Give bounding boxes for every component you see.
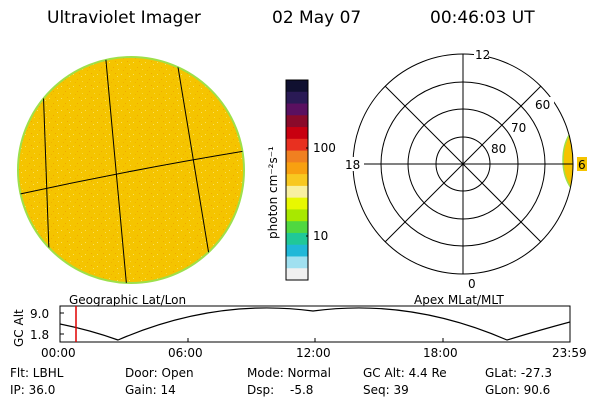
gc-alt-curve xyxy=(60,307,570,341)
time-label: 00:46:03 UT xyxy=(430,8,535,28)
glat-field: GLat: -27.3 xyxy=(485,366,552,380)
colorbar-frame xyxy=(285,79,309,281)
gain-field: Gain: 14 xyxy=(125,383,176,397)
polar-aurora xyxy=(562,123,573,197)
gc-alt-xtick-label-1200: 12:00 xyxy=(296,346,331,360)
colorbar-tick-label-10: 10 xyxy=(313,229,328,243)
colorbar-band xyxy=(286,256,308,269)
colorbar-band xyxy=(286,232,308,246)
colorbar-band xyxy=(286,127,308,140)
gc-alt-ytick-label-9: 9.0 xyxy=(30,307,49,321)
colorbar-band xyxy=(286,244,308,258)
geo-image xyxy=(17,56,245,284)
door-field: Door: Open xyxy=(125,366,194,380)
gc-alt-ylabel: GC Alt xyxy=(12,309,26,347)
colorbar-band xyxy=(286,80,308,93)
mlt-label-18: 18 xyxy=(345,158,360,172)
mlt-label-6: 6 xyxy=(578,158,586,172)
polar-axis-diag-2 xyxy=(384,85,542,243)
ip-field: IP: 36.0 xyxy=(10,383,56,397)
colorbar-band xyxy=(286,91,308,105)
colorbar-band xyxy=(286,209,308,222)
seq-field: Seq: 39 xyxy=(363,383,409,397)
colorbar-band xyxy=(286,221,308,234)
dsp-value: -5.8 xyxy=(290,383,314,397)
geo-meridian-2 xyxy=(104,57,128,283)
mode-field: Mode: Normal xyxy=(247,366,331,380)
colorbar-band xyxy=(286,268,308,281)
dsp-label: Dsp: xyxy=(247,383,275,397)
colorbar-band xyxy=(286,115,308,128)
instrument-title: Ultraviolet Imager xyxy=(47,8,201,28)
colorbar-band xyxy=(286,103,308,116)
gc-alt-xtick-label-1800: 18:00 xyxy=(423,346,458,360)
glon-field: GLon: 90.6 xyxy=(485,383,551,397)
gc-alt-ytick-label-1.8: 1.8 xyxy=(30,328,49,342)
geo-panel-label: Geographic Lat/Lon xyxy=(69,293,186,307)
colorbar-band xyxy=(286,162,308,175)
colorbar-band xyxy=(286,185,308,199)
colorbar-tick-label-100: 100 xyxy=(313,141,336,155)
filter-field: Flt: LBHL xyxy=(10,366,64,380)
geo-disk xyxy=(17,56,245,284)
mlt-label-12: 12 xyxy=(475,48,490,62)
colorbar-band xyxy=(286,174,308,187)
gc-alt-xtick-label-2359: 23:59 xyxy=(552,346,587,360)
colorbar-band xyxy=(286,150,308,163)
mlt-label-0: 0 xyxy=(468,277,476,291)
geo-parallel xyxy=(19,150,244,195)
colorbar-band xyxy=(286,197,308,211)
mlat-label-70: 70 xyxy=(511,121,526,135)
geo-meridian-3 xyxy=(175,57,215,283)
colorbar xyxy=(286,80,308,281)
mlat-label-60: 60 xyxy=(535,98,550,112)
colorbar-unit-label: photon cm⁻²s⁻¹ xyxy=(266,146,280,239)
gc-alt-xtick-label-0600: 06:00 xyxy=(168,346,203,360)
gc-alt-plot xyxy=(59,305,571,343)
colorbar-band xyxy=(286,138,308,152)
gc-alt-frame xyxy=(59,305,571,343)
date-label: 02 May 07 xyxy=(272,8,362,28)
gc-alt-field: GC Alt: 4.4 Re xyxy=(363,366,447,380)
gc-alt-xtick-label-0000: 00:00 xyxy=(41,346,76,360)
polar-panel-label: Apex MLat/MLT xyxy=(414,293,504,307)
polar-plot xyxy=(352,53,574,275)
mlat-label-80: 80 xyxy=(491,142,506,156)
